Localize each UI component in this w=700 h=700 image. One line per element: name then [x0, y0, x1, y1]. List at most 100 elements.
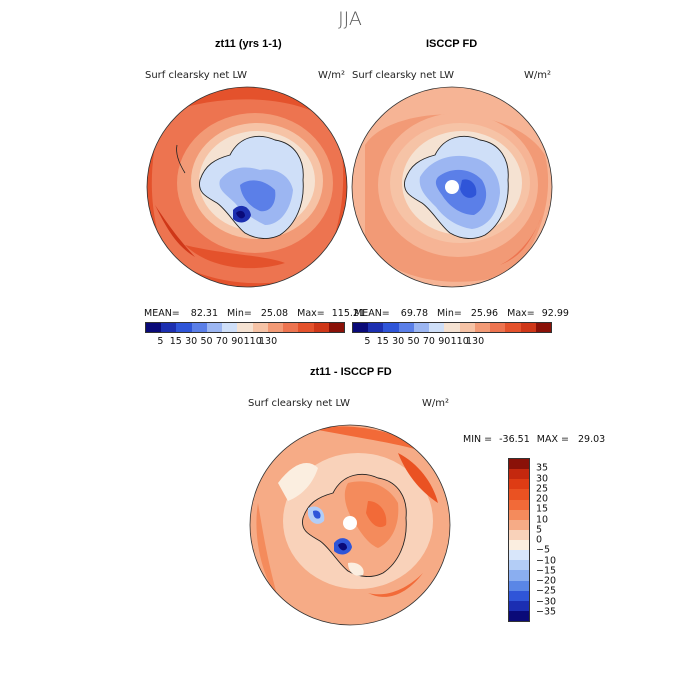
colorbar-tick-label: −25 — [536, 585, 557, 597]
colorbar-swatch — [328, 323, 345, 332]
panel1-max-label: Max= — [297, 308, 325, 319]
colorbar-swatch — [509, 550, 529, 561]
colorbar-tick-label: 90 — [438, 336, 451, 347]
panel2-mean-value: 69.78 — [400, 308, 428, 319]
panel1-title: zt11 (yrs 1-1) — [215, 38, 282, 50]
colorbar-tick-label: 70 — [215, 336, 228, 347]
colorbar-tick-label: 15 — [536, 503, 549, 515]
panel3-stats: MIN = -36.51 MAX = 29.03 — [463, 434, 605, 445]
panel3-colorbar — [508, 458, 530, 622]
colorbar-swatch — [252, 323, 268, 332]
colorbar-swatch — [313, 323, 329, 332]
panel1-variable: Surf clearsky net LW — [145, 70, 248, 81]
colorbar-swatch — [509, 540, 529, 551]
panel2-title: ISCCP FD — [426, 38, 478, 50]
colorbar-tick-label: 70 — [422, 336, 435, 347]
colorbar-tick-label: 50 — [200, 336, 213, 347]
colorbar-swatch — [535, 323, 552, 332]
colorbar-tick-label: 0 — [536, 534, 543, 546]
panel1-units: W/m² — [318, 70, 346, 81]
colorbar-swatch — [176, 323, 192, 332]
panel2-variable: Surf clearsky net LW — [352, 70, 455, 81]
colorbar-swatch — [161, 323, 177, 332]
colorbar-tick-label: −20 — [536, 575, 557, 587]
colorbar-swatch — [237, 323, 253, 332]
colorbar-tick-label: 5 — [364, 336, 371, 347]
panel1-colorbar — [145, 322, 345, 333]
panel2-min-label: Min= — [437, 308, 462, 319]
panel3-title: zt11 - ISCCP FD — [310, 366, 392, 378]
colorbar-swatch — [191, 323, 207, 332]
colorbar-tick-label: 15 — [169, 336, 182, 347]
colorbar-tick-label: −15 — [536, 565, 557, 577]
panel2-max-label: Max= — [507, 308, 535, 319]
panel3-colorbar-ticks: 35 30 25 20 15 10 5 0 −5 −10 −15 −20 −25 −30 −35 — [536, 458, 576, 622]
colorbar-tick-label: −10 — [536, 555, 557, 566]
colorbar-swatch — [509, 560, 529, 571]
colorbar-tick-label: 30 — [392, 336, 405, 347]
colorbar-tick-label: 5 — [157, 336, 164, 347]
panel1-map — [146, 86, 348, 288]
panel3-min-value: -36.51 — [499, 434, 530, 445]
colorbar-swatch — [429, 323, 445, 332]
colorbar-swatch — [509, 610, 529, 621]
season-title: JJA — [338, 8, 362, 30]
colorbar-swatch — [509, 459, 529, 470]
panel1-min-label: Min= — [227, 308, 252, 319]
colorbar-tick-label: 130 — [258, 336, 278, 347]
panel1-mean-value: 82.31 — [190, 308, 218, 319]
colorbar-swatch — [283, 323, 299, 332]
colorbar-tick-label: 15 — [376, 336, 389, 347]
colorbar-tick-label: 130 — [465, 336, 485, 347]
colorbar-tick-label: 10 — [536, 514, 549, 525]
panel1-max-value: 115.21 — [331, 308, 366, 319]
colorbar-swatch — [413, 323, 430, 332]
colorbar-swatch — [383, 323, 399, 332]
colorbar-swatch — [267, 323, 284, 332]
panel2-min-value: 25.96 — [470, 308, 499, 319]
colorbar-swatch — [353, 323, 369, 332]
panel2-colorbar — [352, 322, 552, 333]
colorbar-swatch — [509, 570, 529, 581]
colorbar-tick-label: −35 — [536, 606, 557, 618]
colorbar-swatch — [222, 323, 238, 332]
colorbar-swatch — [520, 323, 536, 332]
panel3-max-value: 29.03 — [578, 434, 606, 445]
colorbar-swatch — [509, 479, 529, 490]
panel3-map — [249, 424, 451, 626]
colorbar-tick-label: 90 — [231, 336, 244, 347]
panel2-mean-label: MEAN= — [354, 308, 390, 319]
colorbar-tick-label: 5 — [536, 524, 543, 536]
colorbar-swatch — [509, 529, 529, 540]
panel2-map — [351, 86, 553, 288]
colorbar-swatch — [206, 323, 223, 332]
colorbar-swatch — [146, 323, 162, 332]
panel3-variable: Surf clearsky net LW — [248, 398, 351, 409]
colorbar-tick-label: 50 — [407, 336, 420, 347]
colorbar-tick-label: 110 — [450, 336, 469, 347]
colorbar-swatch — [509, 489, 529, 500]
colorbar-swatch — [298, 323, 314, 332]
colorbar-swatch — [444, 323, 460, 332]
colorbar-tick-label: −5 — [536, 544, 551, 556]
panel3-max-label: MAX = — [536, 434, 569, 445]
colorbar-swatch — [509, 469, 529, 480]
colorbar-swatch — [505, 323, 521, 332]
colorbar-tick-label: −30 — [536, 596, 557, 607]
colorbar-swatch — [490, 323, 506, 332]
panel1-stats: MEAN= 82.31 Min= 25.08 Max= 115.21 — [144, 308, 365, 319]
colorbar-swatch — [368, 323, 384, 332]
colorbar-tick-label: 25 — [536, 483, 549, 495]
colorbar-swatch — [398, 323, 414, 332]
colorbar-swatch — [509, 590, 529, 601]
colorbar-tick-label: 110 — [243, 336, 262, 347]
colorbar-swatch — [509, 499, 529, 510]
panel1-mean-label: MEAN= — [144, 308, 180, 319]
panel2-units: W/m² — [524, 70, 552, 81]
colorbar-tick-label: 30 — [536, 473, 549, 484]
panel2-stats: MEAN= 69.78 Min= 25.96 Max= 92.99 — [354, 308, 569, 319]
panel3-units: W/m² — [422, 398, 450, 409]
colorbar-swatch — [509, 509, 529, 520]
panel2-max-value: 92.99 — [541, 308, 569, 319]
colorbar-swatch — [474, 323, 491, 332]
